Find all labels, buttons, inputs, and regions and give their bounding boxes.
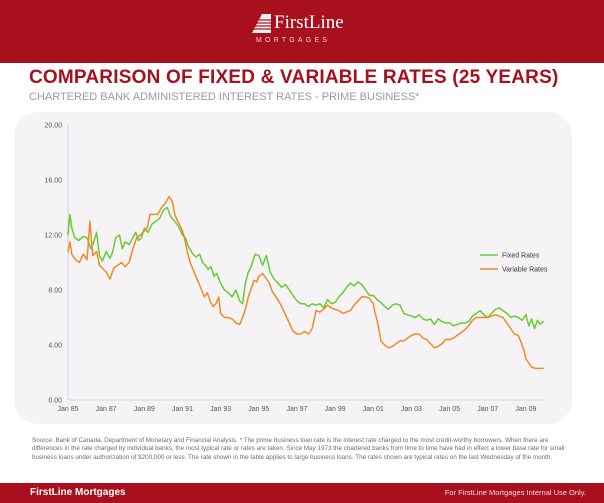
variable-rates-line [67, 195, 544, 370]
footer-bar: FirstLine Mortgages For FirstLine Mortga… [0, 483, 604, 503]
logo-stripes-icon [252, 14, 271, 33]
x-tick-label: Jan 97 [286, 406, 307, 413]
fixed-rates-line [67, 206, 544, 330]
x-tick-label: Jan 01 [363, 406, 384, 413]
x-tick-label: Jan 93 [210, 406, 231, 413]
x-tick-label: Jan 09 [515, 406, 536, 413]
brand-logo: FirstLine MORTGAGES [250, 12, 360, 52]
brand-name: FirstLine [274, 12, 344, 33]
x-tick-label: Jan 03 [401, 406, 422, 413]
y-tick-label: 16.00 [44, 178, 62, 185]
footer-brand: FirstLine Mortgages [30, 487, 126, 498]
y-tick-label: 8.00 [48, 288, 62, 295]
x-tick-label: Jan 89 [134, 406, 155, 413]
page-subtitle: CHARTERED BANK ADMINISTERED INTEREST RAT… [29, 91, 420, 103]
footer-disclaimer: For FirstLine Mortgages Internal Use Onl… [444, 488, 586, 497]
variable-rates-legend-label: Variable Rates [502, 267, 548, 274]
page-title: COMPARISON OF FIXED & VARIABLE RATES (25… [29, 67, 559, 88]
x-tick-label: Jan 07 [477, 406, 498, 413]
brand-tagline: MORTGAGES [256, 37, 331, 44]
y-tick-label: 20.00 [44, 123, 62, 130]
header-bar: FirstLine MORTGAGES [0, 0, 604, 63]
fixed-rates-legend-label: Fixed Rates [502, 253, 540, 260]
y-tick-label: 12.00 [44, 233, 62, 240]
x-tick-label: Jan 95 [248, 406, 269, 413]
x-tick-label: Jan 87 [96, 406, 117, 413]
chart-panel: 0.00 4.00 8.00 12.00 16.00 20.00 Jan 85 Jan 87 J… [14, 112, 572, 424]
x-tick-label: Jan 91 [172, 406, 193, 413]
x-tick-label: Jan 99 [325, 406, 346, 413]
y-tick-label: 0.00 [48, 398, 62, 405]
x-tick-label: Jan 85 [57, 406, 78, 413]
y-tick-label: 4.00 [48, 343, 62, 350]
x-tick-label: Jan 05 [439, 406, 460, 413]
line-chart: 0.00 4.00 8.00 12.00 16.00 20.00 Jan 85 Jan 87 J… [44, 123, 548, 414]
source-note: Source: Bank of Canada, Department of Mo… [32, 437, 565, 461]
